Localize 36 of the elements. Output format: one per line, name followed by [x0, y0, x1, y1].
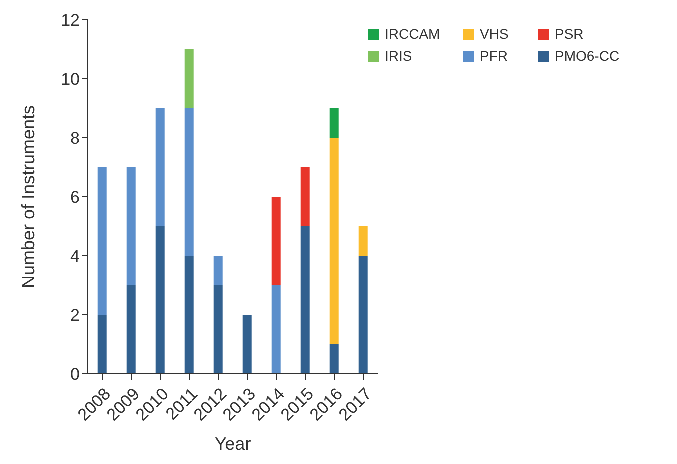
bar	[126, 286, 136, 374]
legend-label: VHS	[480, 26, 509, 42]
bar	[300, 226, 310, 374]
bar	[98, 168, 107, 315]
y-tick-label: 0	[70, 365, 80, 384]
bar	[98, 315, 107, 374]
y-axis-title: Number of Instruments	[18, 105, 38, 289]
bar	[272, 197, 281, 286]
bar	[272, 286, 281, 374]
x-axis-title: Year	[214, 434, 252, 454]
y-tick-label: 10	[61, 70, 80, 90]
bar	[330, 108, 339, 138]
bar	[126, 168, 136, 286]
bar	[156, 226, 165, 374]
legend-label: IRCCAM	[385, 26, 440, 42]
bar	[214, 256, 223, 286]
bar	[184, 50, 194, 108]
bar	[242, 315, 252, 374]
legend-label: PSR	[555, 26, 584, 42]
y-tick-label: 4	[70, 247, 80, 266]
bar	[330, 344, 339, 374]
y-tick-label: 2	[70, 306, 80, 326]
y-tick-label: 6	[70, 188, 80, 208]
bar	[358, 256, 368, 374]
bar	[156, 108, 165, 226]
bar	[330, 138, 339, 344]
bar	[184, 256, 194, 374]
bar	[300, 168, 310, 226]
legend-label: PFR	[480, 48, 508, 64]
legend-label: PMO6-CC	[555, 48, 620, 64]
bar	[184, 108, 194, 256]
bar	[214, 286, 223, 374]
y-tick-label: 12	[61, 11, 80, 30]
y-tick-label: 8	[70, 129, 80, 148]
bar	[358, 226, 368, 256]
legend-label: IRIS	[385, 48, 412, 64]
